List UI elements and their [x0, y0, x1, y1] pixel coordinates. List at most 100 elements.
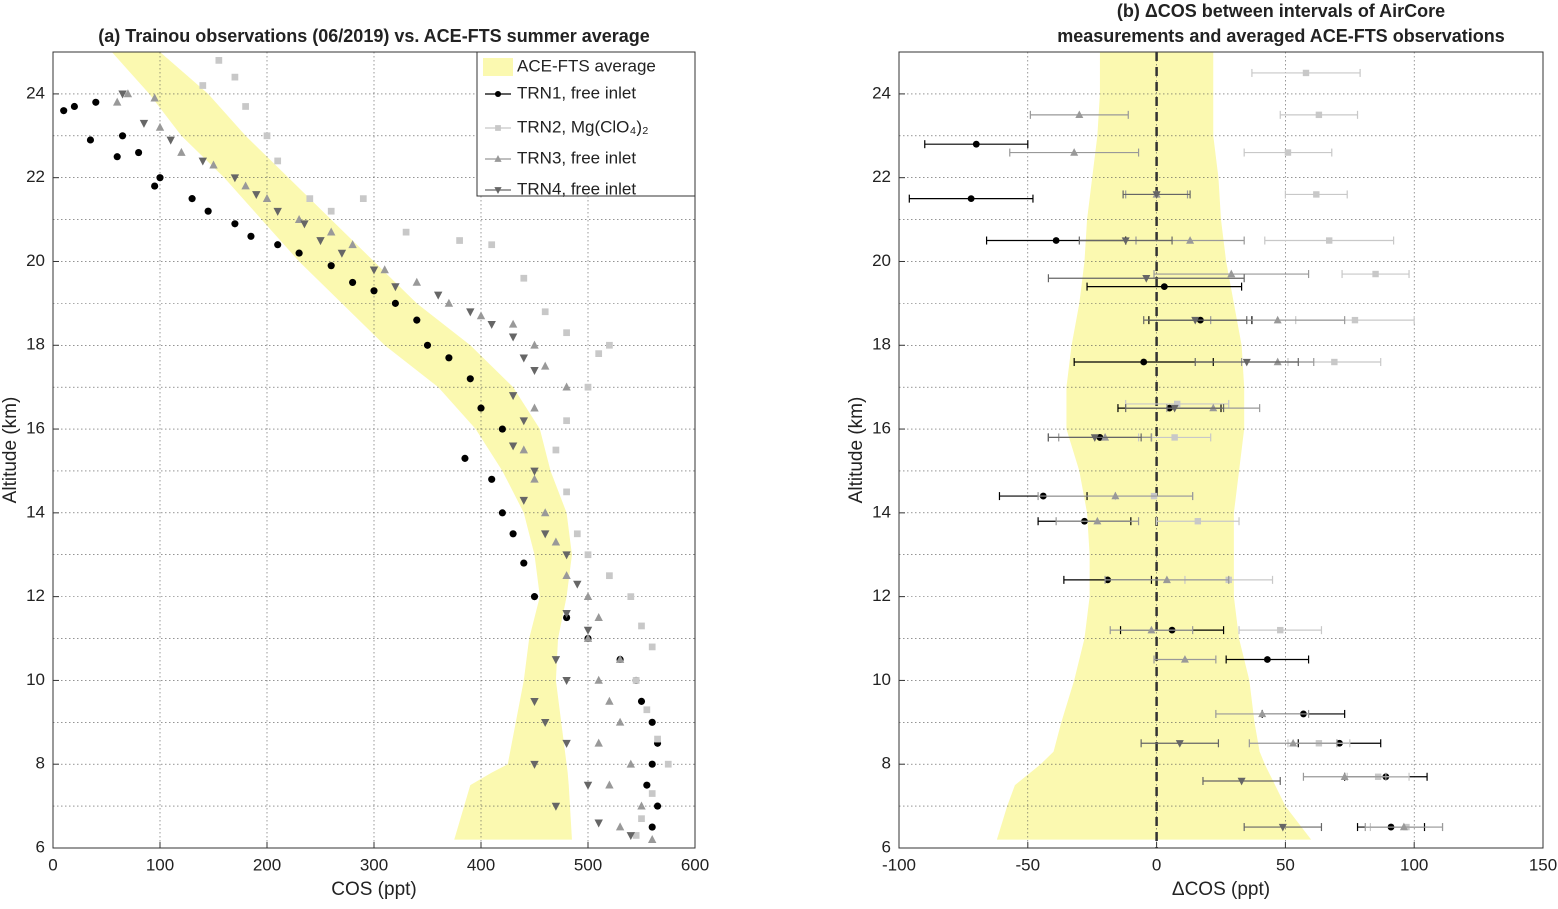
- point: [1170, 404, 1179, 413]
- point: [348, 240, 357, 249]
- y-tick-label: 24: [26, 83, 45, 102]
- point: [1160, 283, 1168, 291]
- point: [327, 207, 335, 215]
- point: [466, 308, 475, 317]
- point: [188, 195, 196, 203]
- legend-box: [476, 51, 696, 197]
- point: [508, 392, 518, 401]
- point: [60, 107, 68, 115]
- x-tick-label: 400: [467, 855, 495, 874]
- point: [1147, 625, 1156, 634]
- point: [615, 654, 625, 663]
- point: [562, 382, 571, 391]
- point: [562, 677, 571, 686]
- point: [273, 207, 282, 216]
- legend-marker: [494, 187, 502, 194]
- point: [139, 119, 149, 128]
- band: [111, 52, 572, 840]
- point: [562, 571, 571, 580]
- point: [230, 174, 240, 183]
- point: [369, 266, 379, 275]
- legend-label: TRN1, free inlet: [517, 83, 636, 102]
- point: [477, 404, 485, 412]
- point: [664, 760, 672, 768]
- point: [423, 341, 432, 349]
- point: [573, 530, 581, 538]
- x-tick-label: 200: [253, 855, 281, 874]
- point: [583, 781, 593, 790]
- point: [204, 207, 212, 215]
- point: [615, 822, 625, 831]
- y-tick-label: 10: [26, 670, 45, 689]
- point: [972, 140, 980, 148]
- point: [349, 278, 357, 286]
- point: [135, 148, 143, 157]
- point: [252, 191, 261, 200]
- point: [583, 626, 593, 635]
- point: [247, 232, 255, 240]
- y-tick-label: 10: [872, 670, 891, 689]
- legend-marker: [494, 90, 502, 98]
- point: [551, 802, 561, 811]
- point: [594, 675, 603, 684]
- point: [1174, 400, 1181, 408]
- point: [648, 718, 656, 726]
- point: [118, 90, 127, 99]
- point: [530, 593, 539, 601]
- point: [1237, 777, 1246, 786]
- point: [508, 319, 518, 328]
- point: [488, 475, 496, 483]
- point: [327, 262, 335, 270]
- point: [541, 361, 550, 370]
- legend-swatch: [483, 58, 513, 76]
- point: [113, 97, 122, 106]
- point: [263, 132, 271, 140]
- point: [583, 592, 593, 600]
- point: [606, 572, 613, 580]
- y-axis-label: Altitude (km): [846, 397, 867, 504]
- point: [359, 195, 367, 202]
- point: [1325, 237, 1333, 244]
- point: [541, 508, 550, 517]
- point: [638, 622, 645, 630]
- point: [508, 333, 518, 342]
- point: [648, 790, 656, 797]
- point: [488, 241, 496, 249]
- point: [519, 496, 528, 505]
- point: [1140, 358, 1148, 366]
- point: [648, 760, 656, 768]
- point: [1302, 69, 1310, 77]
- point: [316, 237, 325, 246]
- point: [1315, 111, 1323, 119]
- point: [1075, 110, 1084, 119]
- legend-label: TRN3, free inlet: [517, 148, 636, 167]
- x-tick-label: -50: [1016, 855, 1041, 874]
- point: [563, 329, 570, 337]
- y-tick-label: 16: [26, 419, 45, 438]
- point: [1289, 738, 1298, 747]
- point: [391, 299, 399, 307]
- point: [626, 832, 635, 841]
- point: [1194, 518, 1202, 525]
- point: [274, 241, 282, 249]
- legend-marker: [495, 125, 501, 131]
- x-axis-label: ΔCOS (ppt): [1172, 879, 1270, 900]
- point: [370, 287, 378, 295]
- point: [1399, 822, 1408, 831]
- point: [209, 160, 218, 169]
- point: [552, 446, 560, 454]
- point: [520, 559, 528, 567]
- point: [573, 580, 582, 589]
- x-axis-label: COS (ppt): [331, 879, 417, 900]
- point: [231, 73, 239, 81]
- point: [530, 760, 539, 769]
- point: [638, 815, 645, 823]
- point: [551, 656, 561, 665]
- point: [1093, 516, 1102, 525]
- point: [606, 341, 613, 349]
- point: [461, 454, 469, 462]
- point: [519, 354, 528, 363]
- point: [1191, 316, 1200, 325]
- y-tick-label: 22: [872, 167, 891, 186]
